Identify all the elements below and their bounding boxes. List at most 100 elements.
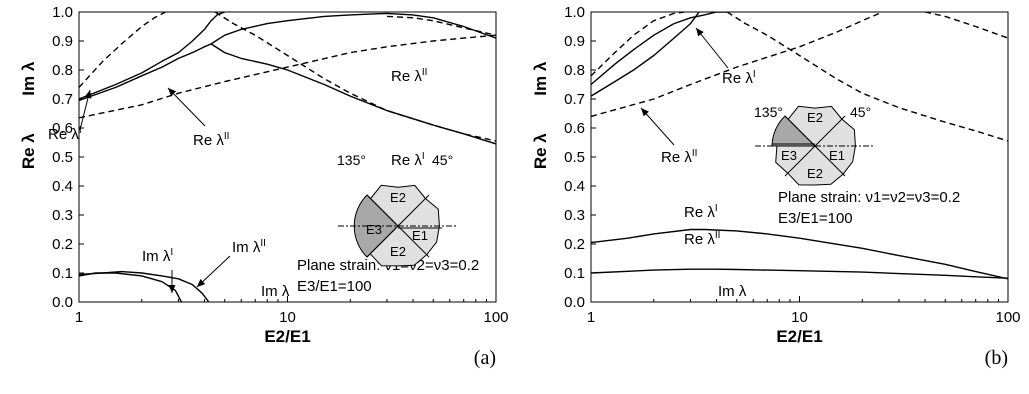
label-re-l2-sup: II — [692, 148, 698, 159]
inset-label-e3: E3 — [366, 222, 382, 237]
y-tick-label: 1.0 — [52, 4, 73, 21]
label-re-l1-right-base: Re λ — [391, 152, 422, 169]
x-axis-label: E2/E1 — [776, 327, 822, 346]
series-line — [210, 12, 496, 45]
y-axis-label-left: Re λ — [19, 133, 38, 169]
panel-label: (b) — [985, 347, 1008, 369]
label-re-l2: Re λII — [193, 131, 229, 149]
label-im-l: Im λ — [261, 283, 290, 300]
label-re-l1: Re λI — [722, 69, 756, 87]
label-ratio-base: E3/E1=100 — [778, 210, 853, 227]
inset-label-e3: E3 — [781, 148, 797, 163]
label-re-low1: Re λI — [684, 203, 718, 221]
y-tick-label: 0.7 — [564, 91, 585, 108]
label-im-l2: Im λII — [232, 238, 266, 256]
label-re-l1-sup: I — [753, 69, 756, 80]
label-re-low2: Re λII — [684, 230, 720, 248]
series-line — [79, 43, 212, 102]
y-tick-label: 0.7 — [52, 91, 73, 108]
label-re-low2-sup: II — [715, 230, 721, 241]
y-tick-label: 0.5 — [52, 149, 73, 166]
label-re-l1-right: Re λI — [391, 151, 425, 169]
y-tick-label: 0.2 — [52, 236, 73, 253]
label-re-l2: Re λII — [661, 148, 697, 166]
panel-b: 0.0 0.1 0.2 0.3 0.4 0.5 0.6 0.7 0.8 0.9 1.0 1 10 100 E… — [531, 4, 1021, 369]
label-re-l1: Re λI — [48, 125, 82, 143]
y-tick-label: 0.3 — [564, 207, 585, 224]
y-tick-label: 0.1 — [52, 265, 73, 282]
y-tick-label: 0.6 — [52, 120, 73, 137]
arrow-im-l2-head — [197, 278, 206, 287]
label-re-l1-right-sup: I — [422, 151, 425, 162]
arrow-re-l1-head — [84, 90, 92, 99]
series-line — [591, 228, 1008, 280]
y-tick-label: 0.9 — [52, 33, 73, 50]
label-angle-45-base: 45° — [432, 152, 453, 168]
label-im-l1: Im λI — [142, 247, 173, 265]
label-angle-135: 135° — [754, 104, 783, 120]
label-ratio: E3/E1=100 — [778, 210, 853, 227]
material-inset: E2 E3 E1 E2 — [755, 105, 875, 186]
arrow-im-l1-head — [168, 285, 176, 293]
panel-label: (a) — [474, 347, 496, 369]
label-re-l2-base: Re λ — [661, 149, 692, 166]
label-angle-135-base: 135° — [337, 152, 366, 168]
y-axis-label-right: Im λ — [19, 61, 38, 96]
series-line — [591, 268, 1008, 279]
y-tick-label: 0.0 — [52, 294, 73, 311]
y-tick-label: 0.1 — [564, 265, 585, 282]
label-im-l1-sup: I — [170, 247, 173, 258]
label-im-l2-sup: II — [260, 238, 266, 249]
x-tick-label: 10 — [279, 309, 296, 326]
series-line — [79, 12, 225, 100]
y-tick-label: 0.8 — [564, 62, 585, 79]
label-im-l-base: Im λ — [261, 283, 290, 300]
y-tick-label: 0.8 — [52, 62, 73, 79]
series-line — [726, 12, 1008, 142]
label-ratio-base: E3/E1=100 — [297, 278, 372, 295]
y-tick-label: 0.0 — [564, 294, 585, 311]
inset-label-e2-top: E2 — [390, 190, 406, 205]
y-tick-label: 0.5 — [564, 149, 585, 166]
series-line — [214, 12, 496, 142]
series-line — [591, 12, 728, 86]
x-tick-label: 1 — [587, 309, 595, 326]
x-axis-label: E2/E1 — [264, 327, 310, 346]
inset-label-e2-bottom: E2 — [390, 244, 406, 259]
series-line — [79, 12, 166, 88]
series-line — [79, 270, 210, 302]
x-tick-label: 100 — [995, 309, 1020, 326]
series-group — [591, 12, 1008, 280]
inset-label-e2-top: E2 — [807, 110, 823, 125]
arrow-re-l2-head — [641, 108, 649, 117]
x-tick-label: 1 — [75, 309, 83, 326]
series-line — [79, 34, 496, 119]
series-line — [591, 12, 700, 97]
y-tick-label: 0.2 — [564, 236, 585, 253]
arrow-re-l1-head — [696, 28, 704, 37]
label-re-l1-base: Re λ — [722, 70, 753, 87]
y-tick-label: 0.6 — [564, 120, 585, 137]
label-angle-45-base: 45° — [850, 104, 871, 120]
series-group — [79, 12, 496, 302]
label-re-l1-sup: I — [79, 125, 82, 136]
label-re-low1-sup: I — [715, 203, 718, 214]
y-tick-label: 0.3 — [52, 207, 73, 224]
y-tick-label: 1.0 — [564, 4, 585, 21]
y-tick-label: 0.4 — [52, 178, 73, 195]
label-re-l2-right: Re λII — [391, 67, 427, 85]
label-re-l2-right-sup: II — [422, 67, 428, 78]
label-im-l-base: Im λ — [718, 283, 747, 300]
inset-label-e1: E1 — [412, 228, 428, 243]
y-axis-label-right: Im λ — [531, 61, 550, 96]
label-ratio: E3/E1=100 — [297, 278, 372, 295]
series-line — [924, 12, 1008, 39]
series-line — [591, 12, 685, 77]
inset-label-e2-bottom: E2 — [807, 166, 823, 181]
label-re-low2-base: Re λ — [684, 231, 715, 248]
label-plane-strain-base: Plane strain: ν1=ν2=ν3=0.2 — [778, 189, 960, 206]
arrow-re-l2 — [640, 107, 675, 146]
y-axis-label-left: Re λ — [531, 133, 550, 169]
x-tick-label: 10 — [791, 309, 808, 326]
